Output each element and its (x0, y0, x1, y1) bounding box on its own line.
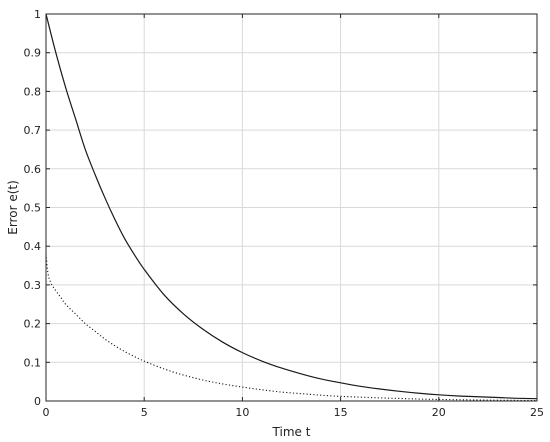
grid (46, 14, 537, 401)
y-tick-label: 0.4 (24, 240, 42, 253)
y-tick-label: 0.2 (24, 318, 42, 331)
x-tick-label: 5 (141, 406, 148, 419)
y-tick-label: 0.1 (24, 356, 42, 369)
y-tick-label: 0.9 (24, 47, 42, 60)
y-tick-label: 0.5 (24, 202, 42, 215)
y-tick-label: 0 (34, 395, 41, 408)
x-tick-label: 0 (43, 406, 50, 419)
y-tick-label: 0.7 (24, 124, 42, 137)
series-line-dotted (45, 253, 538, 402)
series-layer (45, 13, 538, 402)
x-tick-label: 25 (530, 406, 544, 419)
x-tick-label: 20 (432, 406, 446, 419)
series-line-solid (45, 13, 538, 400)
y-tick-label: 0.3 (24, 279, 42, 292)
ticks (45, 13, 538, 402)
x-axis-label: Time t (272, 425, 311, 439)
x-tick-label: 10 (235, 406, 249, 419)
y-tick-label: 1 (34, 8, 41, 21)
y-tick-labels: 0 0.1 0.2 0.3 0.4 0.5 0.6 0.7 0.8 0.9 1 (24, 8, 42, 408)
y-tick-label: 0.8 (24, 85, 42, 98)
x-tick-labels: 0 5 10 15 20 25 (43, 406, 545, 419)
y-axis-label: Error e(t) (6, 180, 20, 235)
y-tick-label: 0.6 (24, 163, 42, 176)
x-tick-label: 15 (334, 406, 348, 419)
